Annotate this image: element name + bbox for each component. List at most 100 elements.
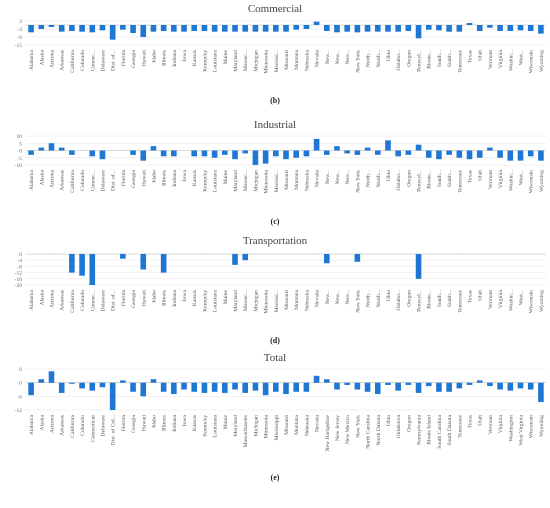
x-tick-label: Michigan	[253, 50, 259, 72]
bar	[242, 382, 249, 393]
x-tick-label: Alaska	[39, 289, 45, 305]
bar	[527, 382, 534, 390]
bar	[334, 382, 340, 390]
x-tick-label: Arizona	[49, 169, 55, 188]
bar	[517, 25, 524, 31]
x-tick-label: Dist. of...	[110, 49, 117, 71]
x-tick-label: Utah	[478, 170, 484, 181]
bar	[211, 382, 218, 392]
x-tick-label: Rhode...	[427, 169, 433, 188]
x-tick-label: Virginia	[498, 414, 504, 433]
x-tick-label: Virginia	[498, 49, 504, 68]
bar	[273, 25, 279, 32]
bar	[262, 150, 269, 164]
bar	[160, 25, 167, 31]
bar	[222, 25, 228, 32]
x-tick-label: Kentucky	[202, 170, 208, 192]
x-tick-label: New Hampshire	[325, 414, 331, 451]
bar	[222, 382, 228, 393]
x-tick-label: Delaware	[100, 414, 106, 436]
x-tick-label: Dist. of...	[110, 289, 117, 311]
bar	[456, 150, 463, 158]
bar	[415, 25, 422, 39]
bar	[395, 25, 401, 32]
bar	[425, 150, 432, 158]
y-tick-label: -6	[17, 394, 22, 400]
bar	[334, 146, 340, 151]
x-tick-label: Iowa	[182, 289, 188, 301]
bar	[252, 382, 259, 391]
x-tick-label: Maryland	[233, 290, 239, 312]
bar	[89, 382, 96, 391]
y-tick-label: -12	[15, 408, 23, 414]
bar	[130, 382, 136, 392]
bar	[79, 254, 85, 276]
bar	[446, 150, 452, 155]
bar	[58, 25, 65, 32]
bar	[293, 25, 299, 30]
bar	[232, 25, 238, 32]
x-tick-label: Connec...	[90, 289, 96, 311]
bar	[323, 150, 330, 155]
x-tick-label: Washin...	[508, 169, 514, 190]
bar	[456, 25, 463, 32]
chart-title: Commercial	[248, 3, 302, 15]
x-tick-label: Mississi...	[274, 49, 280, 72]
x-tick-label: North Dakota	[376, 414, 382, 445]
bar	[28, 150, 34, 155]
x-tick-label: West...	[519, 289, 525, 305]
x-tick-label: Alaska	[39, 414, 45, 430]
x-tick-label: Oklaho...	[396, 289, 402, 310]
bar	[354, 150, 361, 155]
x-tick-label: California	[69, 414, 76, 437]
bar	[385, 140, 391, 151]
x-tick-label: Montana	[294, 169, 300, 189]
x-tick-label: New...	[325, 169, 331, 184]
bar	[48, 143, 55, 151]
x-tick-label: Colorado	[80, 50, 86, 71]
x-tick-label: New...	[335, 289, 341, 304]
x-tick-label: Iowa	[182, 169, 188, 181]
bar	[395, 382, 401, 391]
bar	[140, 254, 147, 270]
bar	[150, 25, 157, 32]
x-tick-label: Minnesota	[264, 289, 270, 313]
x-tick-label: New York	[355, 415, 361, 438]
bar	[313, 21, 320, 25]
bar	[99, 150, 106, 160]
x-tick-label: Tennessee	[457, 169, 463, 192]
x-tick-label: Wyoming	[539, 415, 545, 437]
x-tick-label: Minnesota	[264, 169, 270, 193]
x-tick-label: Mississi...	[274, 289, 280, 312]
bar	[171, 382, 177, 395]
x-tick-label: Colorado	[80, 415, 86, 436]
bar	[374, 150, 381, 155]
bar	[191, 150, 198, 157]
x-tick-label: New York	[355, 50, 361, 73]
x-tick-label: Indiana	[172, 289, 178, 306]
x-tick-label: Wyoming	[539, 50, 545, 72]
x-tick-label: Georgia	[131, 169, 137, 187]
bar	[283, 150, 289, 160]
x-tick-label: Dist. of Col...	[110, 414, 117, 445]
bar	[507, 25, 514, 31]
x-tick-label: Kansas	[192, 50, 198, 66]
bar	[517, 382, 524, 389]
bar	[191, 25, 198, 31]
y-tick-label: -15	[15, 43, 23, 49]
x-tick-label: Illinois	[162, 50, 168, 66]
x-tick-label: California	[69, 49, 76, 72]
bar	[405, 25, 412, 31]
bar	[232, 254, 238, 265]
x-tick-label: Arkansas	[60, 415, 66, 436]
panel-label: (b)	[270, 96, 280, 105]
x-tick-label: Utah	[478, 290, 484, 301]
x-tick-label: Louisiana	[213, 49, 219, 72]
bar	[466, 150, 473, 160]
bar	[109, 25, 116, 40]
bar	[283, 25, 289, 32]
x-tick-label: New...	[335, 49, 341, 64]
bar	[252, 25, 259, 32]
bar	[293, 382, 299, 392]
bar	[507, 382, 514, 391]
